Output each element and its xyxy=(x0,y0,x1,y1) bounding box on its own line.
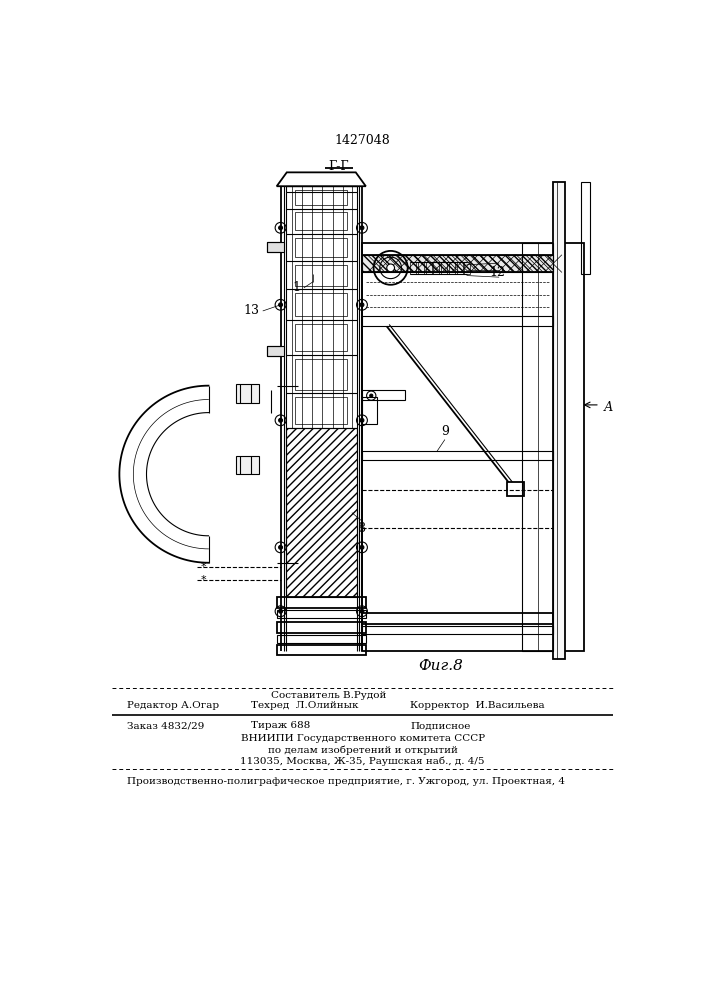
Bar xyxy=(449,262,455,274)
Bar xyxy=(276,622,366,633)
Text: 12: 12 xyxy=(489,266,505,279)
Bar xyxy=(267,242,284,252)
Text: Техред  Л.Олийнык: Техред Л.Олийнык xyxy=(251,701,358,710)
Bar xyxy=(286,428,356,597)
Bar xyxy=(296,397,347,424)
Circle shape xyxy=(279,418,283,422)
Bar xyxy=(457,262,462,274)
Bar xyxy=(276,645,366,655)
Text: Редактор А.Огар: Редактор А.Огар xyxy=(127,701,219,710)
Bar xyxy=(296,190,347,205)
Bar xyxy=(296,293,347,316)
Bar xyxy=(296,324,347,351)
Bar xyxy=(433,262,440,274)
Circle shape xyxy=(279,609,283,613)
Bar xyxy=(296,265,347,286)
Text: Корректор  И.Васильева: Корректор И.Васильева xyxy=(410,701,544,710)
Circle shape xyxy=(360,418,364,422)
Bar xyxy=(580,182,590,274)
Text: 8: 8 xyxy=(357,522,366,535)
Bar xyxy=(554,182,565,659)
Circle shape xyxy=(370,394,373,397)
Bar xyxy=(296,212,347,230)
Text: Тираж 688: Тираж 688 xyxy=(251,721,310,730)
Text: Подписное: Подписное xyxy=(410,721,470,730)
Bar xyxy=(362,451,554,460)
Bar xyxy=(362,243,585,651)
Bar xyxy=(276,635,366,643)
Bar xyxy=(276,610,366,618)
Text: Фиг.8: Фиг.8 xyxy=(419,659,463,673)
Text: 1427048: 1427048 xyxy=(335,134,390,147)
Bar xyxy=(362,397,378,424)
Bar xyxy=(235,456,259,474)
Text: Производственно-полиграфическое предприятие, г. Ужгород, ул. Проектная, 4: Производственно-полиграфическое предприя… xyxy=(127,777,565,786)
Bar xyxy=(362,389,404,400)
Bar xyxy=(362,613,554,624)
Text: *: * xyxy=(200,575,206,585)
Bar xyxy=(267,346,284,356)
Circle shape xyxy=(360,303,364,307)
Text: по делам изобретений и открытий: по делам изобретений и открытий xyxy=(268,745,457,755)
Bar xyxy=(235,384,259,403)
Bar xyxy=(507,482,524,496)
Bar xyxy=(426,262,432,274)
Bar xyxy=(522,243,554,651)
Text: 113035, Москва, Ж-35, Раушская наб., д. 4/5: 113035, Москва, Ж-35, Раушская наб., д. … xyxy=(240,756,485,766)
Bar xyxy=(418,262,424,274)
Bar xyxy=(286,186,356,192)
Circle shape xyxy=(360,609,364,613)
Circle shape xyxy=(387,264,395,272)
Bar xyxy=(441,262,448,274)
Circle shape xyxy=(279,545,283,549)
Text: Составитель В.Рудой: Составитель В.Рудой xyxy=(271,691,386,700)
Text: 1: 1 xyxy=(292,281,300,294)
Bar xyxy=(410,262,416,274)
Circle shape xyxy=(360,226,364,230)
Bar xyxy=(276,597,366,608)
Text: А: А xyxy=(604,401,613,414)
Bar xyxy=(362,316,554,326)
Text: 13: 13 xyxy=(243,304,259,317)
Bar xyxy=(362,255,554,272)
Text: ВНИИПИ Государственного комитета СССР: ВНИИПИ Государственного комитета СССР xyxy=(240,734,485,743)
Bar xyxy=(296,238,347,257)
Circle shape xyxy=(279,303,283,307)
Text: Г-Г: Г-Г xyxy=(328,160,349,173)
Bar xyxy=(362,626,554,634)
Bar xyxy=(464,262,470,274)
Circle shape xyxy=(279,226,283,230)
Text: Заказ 4832/29: Заказ 4832/29 xyxy=(127,721,204,730)
Circle shape xyxy=(360,545,364,549)
Text: *: * xyxy=(200,562,206,572)
Text: 9: 9 xyxy=(441,425,449,438)
Bar xyxy=(296,359,347,389)
